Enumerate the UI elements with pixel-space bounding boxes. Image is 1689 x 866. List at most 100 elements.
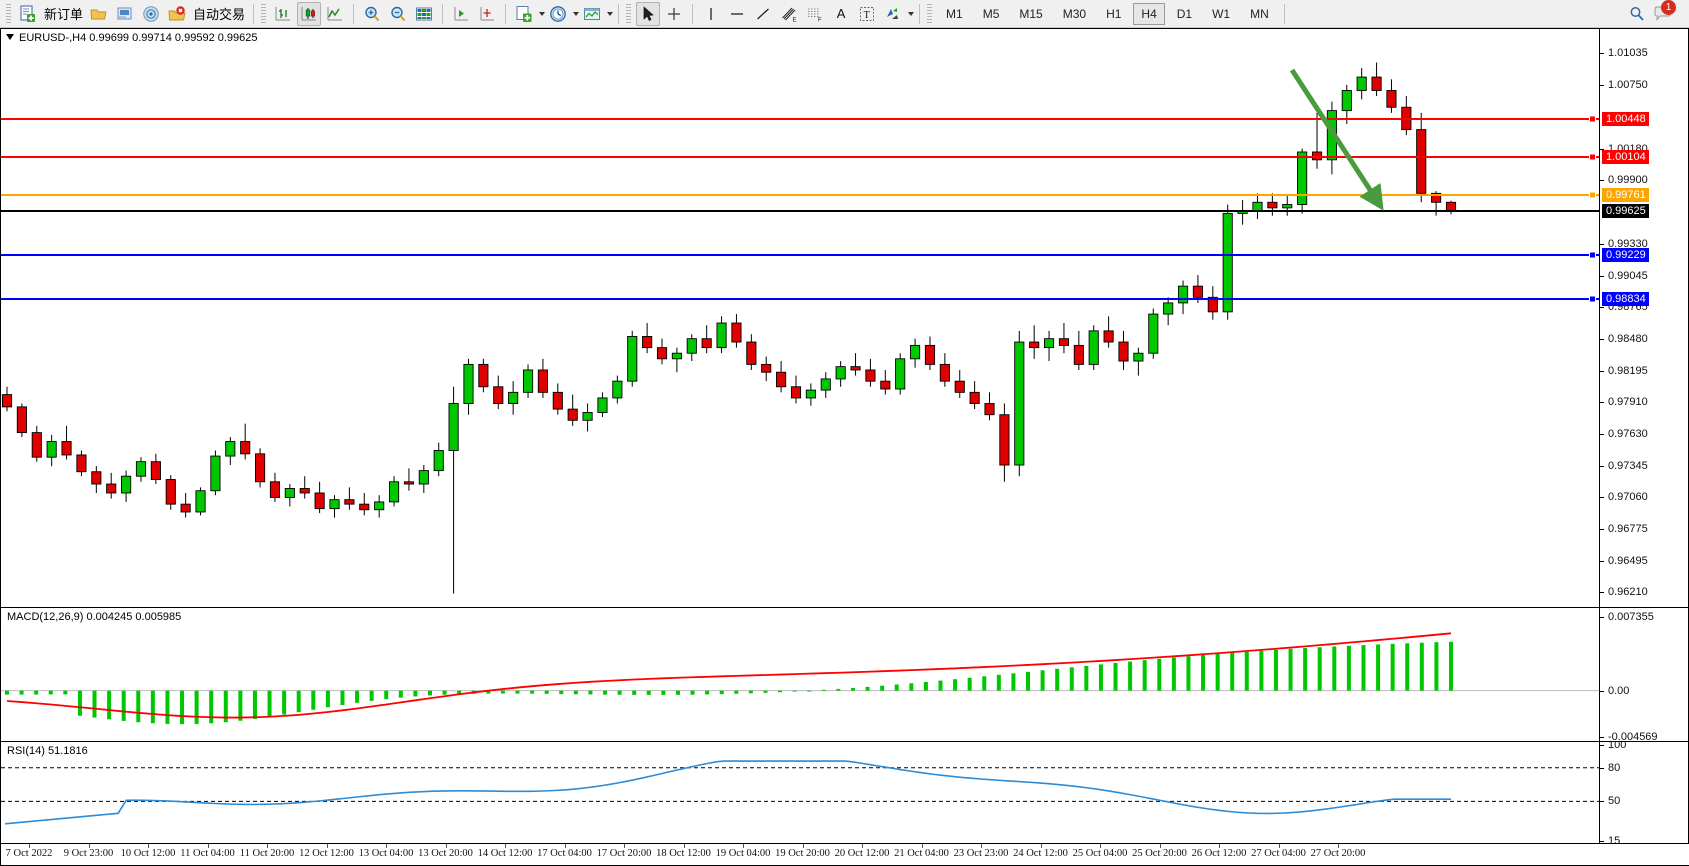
indicators-icon xyxy=(584,7,601,20)
price-tick-label: 0.99330 xyxy=(1608,237,1648,250)
new-template-button[interactable] xyxy=(512,2,536,26)
level-line-support-1[interactable] xyxy=(1,253,1599,256)
level-line-support-2[interactable] xyxy=(1,298,1599,301)
level-line-resistance-2[interactable] xyxy=(1,156,1599,159)
algo-trading-button[interactable] xyxy=(165,2,189,26)
zoom-out-button[interactable] xyxy=(386,2,410,26)
text-label-button[interactable]: T xyxy=(855,2,879,26)
collapse-triangle-icon[interactable] xyxy=(6,34,14,40)
level-line-handle-resistance-2[interactable] xyxy=(1589,153,1596,161)
period-caret-icon[interactable] xyxy=(573,11,580,16)
fibonacci-button[interactable]: F xyxy=(803,2,827,26)
alerts-button[interactable]: 1 xyxy=(1651,0,1676,26)
level-line-handle-support-2[interactable] xyxy=(1589,295,1596,303)
level-line-handle-pivot[interactable] xyxy=(1589,191,1596,199)
new-template-caret-icon[interactable] xyxy=(539,11,546,16)
crosshair-button[interactable] xyxy=(662,2,686,26)
chart-shift-button[interactable] xyxy=(475,2,499,26)
text-button[interactable]: A xyxy=(829,2,853,26)
indicators-button[interactable] xyxy=(580,2,604,26)
macd-tick-mark xyxy=(1600,690,1604,692)
new-order-button[interactable] xyxy=(16,2,40,26)
line-chart-button[interactable] xyxy=(323,2,347,26)
price-tick-label: 0.98480 xyxy=(1608,332,1648,345)
horizontal-line-button[interactable] xyxy=(725,2,749,26)
timeframe-button-m30[interactable]: M30 xyxy=(1062,6,1087,21)
price-tag-support-1[interactable]: 0.99229 xyxy=(1602,247,1649,262)
price-tag-resistance-2[interactable]: 1.00104 xyxy=(1602,150,1649,165)
timeframe-button-h1[interactable]: H1 xyxy=(1106,6,1122,21)
rsi-pane[interactable]: RSI(14) 51.1816 100 80 50 15 xyxy=(1,741,1688,843)
price-tag-pivot[interactable]: 0.99761 xyxy=(1602,188,1649,203)
indicators-caret-icon[interactable] xyxy=(607,11,614,16)
time-tick-mark xyxy=(862,844,863,848)
period-button[interactable] xyxy=(546,2,570,26)
symbol-header: EURUSD-,H4 0.99699 0.99714 0.99592 0.996… xyxy=(19,32,258,44)
text-icon: A xyxy=(836,6,846,21)
trendline-icon xyxy=(757,8,769,19)
timeframe-button-m1[interactable]: M1 xyxy=(946,6,963,21)
level-line-pivot[interactable] xyxy=(1,194,1599,197)
level-line-current-price[interactable] xyxy=(1,209,1599,212)
time-axis-label: 25 Oct 20:00 xyxy=(1132,848,1187,859)
toolbar-grip-charts[interactable] xyxy=(261,3,267,24)
zoom-in-button[interactable] xyxy=(360,2,384,26)
price-tick-mark xyxy=(1600,84,1604,86)
toolbar-grip-linestudies[interactable] xyxy=(626,3,632,24)
time-axis-label: 21 Oct 04:00 xyxy=(894,848,949,859)
macd-pane[interactable]: MACD(12,26,9) 0.004245 0.005985 0.007355… xyxy=(1,607,1688,741)
notification-badge[interactable]: 1 xyxy=(1661,0,1676,15)
folder-button[interactable] xyxy=(87,2,111,26)
signal-icon xyxy=(143,5,159,22)
vertical-line-button[interactable] xyxy=(699,2,723,26)
level-line-handle-support-1[interactable] xyxy=(1589,251,1596,259)
timeframe-button-mn[interactable]: MN xyxy=(1250,6,1269,21)
timeframe-button-h4[interactable]: H4 xyxy=(1133,2,1165,25)
time-axis-label: 12 Oct 12:00 xyxy=(299,848,354,859)
auto-trading-label[interactable]: 自动交易 xyxy=(193,7,246,22)
price-tick-label: 0.96495 xyxy=(1608,554,1648,567)
toolbar-grip-timeframes[interactable] xyxy=(927,3,933,24)
price-tag-resistance-1[interactable]: 1.00448 xyxy=(1602,111,1649,126)
level-line-handle-resistance-1[interactable] xyxy=(1589,115,1596,123)
level-line-resistance-1[interactable] xyxy=(1,117,1599,120)
timeframe-button-d1[interactable]: D1 xyxy=(1176,6,1193,21)
timeframe-button-m15[interactable]: M15 xyxy=(1019,6,1043,21)
svg-text:E: E xyxy=(793,17,797,23)
arrows-caret-icon[interactable] xyxy=(908,11,915,16)
price-tag-support-2[interactable]: 0.98834 xyxy=(1602,292,1649,307)
search-button[interactable] xyxy=(1625,2,1649,26)
auto-scroll-icon xyxy=(454,6,469,20)
data-window-button[interactable] xyxy=(412,2,436,26)
trendline-button[interactable] xyxy=(751,2,775,26)
time-axis-label: 23 Oct 23:00 xyxy=(953,848,1009,859)
time-tick-mark xyxy=(148,844,149,848)
toolbar-grip-standard[interactable] xyxy=(6,3,11,24)
macd-scale[interactable]: 0.007355 0.00 -0.004569 xyxy=(1599,608,1688,741)
candlestick-chart-button[interactable] xyxy=(297,1,322,26)
time-axis[interactable]: 7 Oct 2022 9 Oct 23:00 10 Oct 12:00 11 Oct … xyxy=(1,843,1689,865)
print-preview-button[interactable] xyxy=(113,2,137,26)
time-tick-mark xyxy=(88,844,90,848)
main-toolbar: 新订单 自动交易 xyxy=(0,0,1689,28)
equidistant-channel-button[interactable]: E xyxy=(777,2,801,26)
price-pane[interactable]: EURUSD-,H4 0.99699 0.99714 0.99592 0.996… xyxy=(1,29,1688,607)
arrows-button[interactable] xyxy=(881,2,905,26)
down-trend-arrow-icon[interactable] xyxy=(1284,62,1404,232)
new-order-label[interactable]: 新订单 xyxy=(44,7,84,22)
chart-window[interactable]: EURUSD-,H4 0.99699 0.99714 0.99592 0.996… xyxy=(0,28,1689,866)
price-scale[interactable]: 1.01035 1.00750 1.00180 0.99900 0.99330 0.990… xyxy=(1599,29,1688,607)
timeframe-button-m5[interactable]: M5 xyxy=(982,6,1000,21)
rsi-label: RSI(14) 51.1816 xyxy=(7,745,88,757)
bar-chart-button[interactable] xyxy=(271,2,295,26)
rsi-scale[interactable]: 100 80 50 15 xyxy=(1599,742,1688,843)
price-tag-current-price[interactable]: 0.99625 xyxy=(1602,203,1649,218)
macd-tick-label: -0.004569 xyxy=(1608,730,1658,741)
cursor-button[interactable] xyxy=(636,1,661,26)
time-axis-label: 13 Oct 20:00 xyxy=(418,848,473,859)
auto-scroll-button[interactable] xyxy=(449,2,473,26)
price-tick-label: 0.99045 xyxy=(1608,269,1648,282)
time-tick-mark xyxy=(1159,844,1161,848)
timeframe-button-w1[interactable]: W1 xyxy=(1212,6,1231,21)
signals-button[interactable] xyxy=(139,2,163,26)
